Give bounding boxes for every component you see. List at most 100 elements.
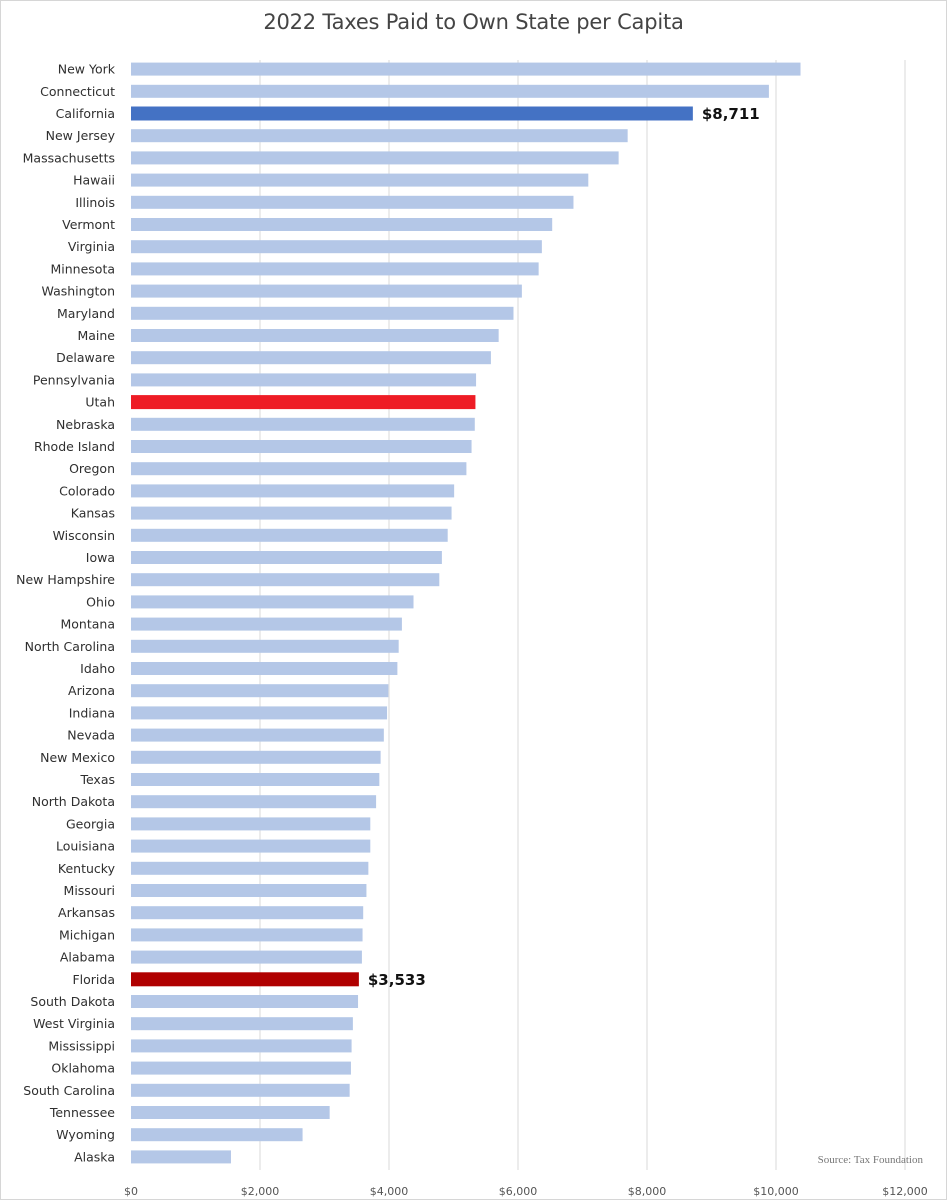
bar-delaware bbox=[131, 351, 491, 365]
category-label-new-york: New York bbox=[58, 62, 116, 77]
bar-connecticut bbox=[131, 84, 769, 98]
category-label-west-virginia: West Virginia bbox=[33, 1016, 115, 1031]
bar-arizona bbox=[131, 684, 389, 698]
category-label-delaware: Delaware bbox=[56, 350, 115, 365]
bar-arkansas bbox=[131, 906, 364, 920]
category-label-idaho: Idaho bbox=[80, 661, 115, 676]
category-label-maine: Maine bbox=[77, 328, 115, 343]
category-label-north-carolina: North Carolina bbox=[25, 639, 115, 654]
bar-maryland bbox=[131, 306, 514, 320]
category-label-tennessee: Tennessee bbox=[49, 1105, 115, 1120]
category-label-montana: Montana bbox=[61, 617, 116, 632]
x-tick-label: $8,000 bbox=[628, 1185, 667, 1198]
category-label-alaska: Alaska bbox=[74, 1149, 115, 1164]
bar-new-york bbox=[131, 62, 801, 76]
category-label-mississippi: Mississippi bbox=[48, 1038, 115, 1053]
bar-kentucky bbox=[131, 861, 369, 875]
category-label-vermont: Vermont bbox=[62, 217, 115, 232]
bar-west-virginia bbox=[131, 1017, 353, 1031]
bar-north-dakota bbox=[131, 795, 377, 809]
category-label-connecticut: Connecticut bbox=[40, 84, 115, 99]
bar-oklahoma bbox=[131, 1061, 351, 1075]
category-label-illinois: Illinois bbox=[75, 195, 115, 210]
category-label-texas: Texas bbox=[79, 772, 115, 787]
bar-kansas bbox=[131, 506, 452, 520]
bar-new-jersey bbox=[131, 129, 628, 143]
bar-nebraska bbox=[131, 417, 475, 431]
x-tick-label: $0 bbox=[124, 1185, 138, 1198]
bar-massachusetts bbox=[131, 151, 619, 165]
bar-idaho bbox=[131, 662, 398, 675]
x-tick-label: $10,000 bbox=[753, 1185, 799, 1198]
category-label-virginia: Virginia bbox=[68, 239, 115, 254]
category-label-georgia: Georgia bbox=[66, 816, 115, 831]
category-label-arkansas: Arkansas bbox=[58, 905, 115, 920]
category-label-wyoming: Wyoming bbox=[56, 1127, 115, 1142]
category-label-north-dakota: North Dakota bbox=[32, 794, 115, 809]
bar-montana bbox=[131, 617, 402, 631]
category-label-arizona: Arizona bbox=[68, 683, 115, 698]
category-label-nevada: Nevada bbox=[67, 728, 115, 743]
source-note: Source: Tax Foundation bbox=[817, 1154, 923, 1166]
data-label-florida: $3,533 bbox=[368, 971, 426, 989]
bar-minnesota bbox=[131, 262, 539, 276]
bar-maine bbox=[131, 329, 499, 342]
category-label-oregon: Oregon bbox=[69, 461, 115, 476]
category-label-indiana: Indiana bbox=[69, 705, 115, 720]
category-label-new-jersey: New Jersey bbox=[46, 128, 116, 143]
category-label-pennsylvania: Pennsylvania bbox=[33, 372, 115, 387]
bar-iowa bbox=[131, 551, 442, 564]
category-label-michigan: Michigan bbox=[59, 927, 115, 942]
bar-nevada bbox=[131, 728, 384, 742]
bar-vermont bbox=[131, 218, 553, 231]
category-label-maryland: Maryland bbox=[57, 306, 115, 321]
bar-alabama bbox=[131, 950, 362, 964]
bar-rhode-island bbox=[131, 440, 472, 453]
category-label-colorado: Colorado bbox=[59, 483, 115, 498]
category-label-ohio: Ohio bbox=[86, 594, 115, 609]
category-label-florida: Florida bbox=[72, 972, 115, 987]
category-label-missouri: Missouri bbox=[64, 883, 115, 898]
category-label-south-carolina: South Carolina bbox=[23, 1083, 115, 1098]
category-label-alabama: Alabama bbox=[60, 950, 115, 965]
bar-ohio bbox=[131, 595, 414, 609]
chart-title: 2022 Taxes Paid to Own State per Capita bbox=[263, 10, 684, 34]
bar-missouri bbox=[131, 884, 367, 897]
category-label-south-dakota: South Dakota bbox=[30, 994, 115, 1009]
category-label-california: California bbox=[56, 106, 115, 121]
category-label-minnesota: Minnesota bbox=[50, 261, 115, 276]
category-label-new-mexico: New Mexico bbox=[40, 750, 115, 765]
bar-new-hampshire bbox=[131, 573, 440, 587]
bar-tennessee bbox=[131, 1106, 330, 1119]
category-label-wisconsin: Wisconsin bbox=[53, 528, 115, 543]
bar-michigan bbox=[131, 928, 363, 942]
bar-south-dakota bbox=[131, 995, 359, 1008]
x-tick-label: $2,000 bbox=[241, 1185, 280, 1198]
category-label-louisiana: Louisiana bbox=[56, 839, 115, 854]
category-label-kansas: Kansas bbox=[71, 506, 115, 521]
bar-louisiana bbox=[131, 839, 371, 853]
x-tick-label: $12,000 bbox=[882, 1185, 928, 1198]
x-tick-label: $6,000 bbox=[499, 1185, 538, 1198]
category-label-kentucky: Kentucky bbox=[58, 861, 116, 876]
data-label-california: $8,711 bbox=[702, 105, 760, 123]
category-label-hawaii: Hawaii bbox=[73, 173, 115, 188]
bar-south-carolina bbox=[131, 1083, 350, 1097]
bar-georgia bbox=[131, 817, 371, 831]
bar-indiana bbox=[131, 706, 388, 720]
bar-alaska bbox=[131, 1150, 231, 1164]
bar-pennsylvania bbox=[131, 373, 477, 387]
bar-hawaii bbox=[131, 173, 589, 187]
bar-colorado bbox=[131, 484, 455, 498]
category-label-oklahoma: Oklahoma bbox=[51, 1061, 115, 1076]
category-label-utah: Utah bbox=[85, 395, 115, 410]
bar-wyoming bbox=[131, 1128, 303, 1142]
bar-virginia bbox=[131, 240, 542, 254]
bar-new-mexico bbox=[131, 750, 381, 764]
x-tick-label: $4,000 bbox=[370, 1185, 409, 1198]
bar-mississippi bbox=[131, 1039, 352, 1053]
bar-florida bbox=[131, 972, 359, 987]
category-label-rhode-island: Rhode Island bbox=[34, 439, 115, 454]
category-label-washington: Washington bbox=[42, 284, 115, 299]
